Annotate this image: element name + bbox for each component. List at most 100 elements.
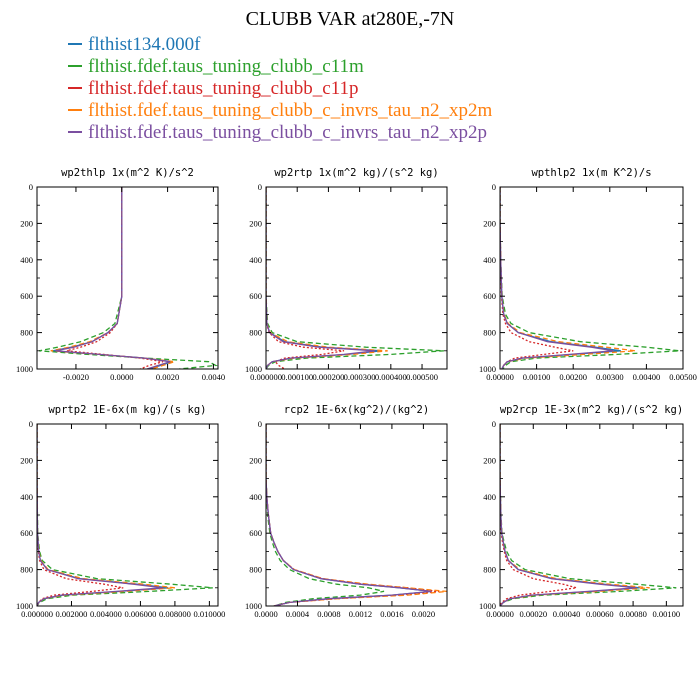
legend-entry: flthist.fdef.taus_tuning_clubb_c_invrs_t…: [68, 100, 492, 122]
y-tick-label: 600: [20, 291, 33, 301]
y-tick-label: 800: [249, 328, 262, 338]
y-tick-label: 1000: [245, 364, 262, 374]
series-line: [266, 424, 447, 606]
series-group: [266, 187, 444, 369]
y-tick-label: 800: [483, 328, 496, 338]
series-line: [500, 424, 677, 606]
legend-label: flthist134.000f: [88, 34, 201, 55]
y-tick-label: 600: [249, 528, 262, 538]
x-tick-label: 0.00400: [633, 372, 661, 382]
series-line: [39, 187, 218, 369]
x-tick-label: 0.000200: [312, 372, 344, 382]
legend-swatch: [68, 130, 82, 133]
x-tick-label: 0.006000: [124, 609, 156, 619]
y-tick-label: 600: [483, 528, 496, 538]
y-tick-label: 200: [20, 218, 33, 228]
series-line: [266, 424, 432, 606]
y-tick-label: 400: [20, 492, 33, 502]
y-tick-label: 400: [249, 492, 262, 502]
x-tick-label: 0.00300: [596, 372, 624, 382]
series-group: [266, 424, 447, 606]
panel-title: wprtp2 1E-6x(m kg)/(s kg): [48, 404, 206, 416]
series-line: [266, 187, 345, 369]
y-tick-label: 400: [483, 492, 496, 502]
series-line: [266, 424, 432, 606]
series-line: [37, 424, 163, 606]
series-line: [500, 187, 614, 369]
series-line: [500, 187, 680, 369]
legend-swatch: [68, 64, 82, 67]
plot-frame: [499, 423, 684, 607]
x-tick-label: 0.000000: [21, 609, 53, 619]
chart-panel: rcp2 1E-6x(kg^2)/(kg^2) 0 200 400 600 800 1000…: [245, 404, 448, 619]
plot-frame: [36, 423, 219, 607]
series-group: [39, 187, 218, 369]
y-tick-label: 0: [29, 182, 33, 192]
x-tick-label: 0.0004: [286, 609, 310, 619]
series-line: [266, 187, 376, 369]
x-tick-label: 0.0008: [317, 609, 340, 619]
series-line: [52, 187, 173, 369]
series-line: [50, 187, 175, 369]
legend-entry: flthist.fdef.taus_tuning_clubb_c11m: [68, 56, 364, 78]
series-line: [37, 424, 213, 606]
panel-title: rcp2 1E-6x(kg^2)/(kg^2): [284, 404, 429, 416]
x-tick-label: 0.004000: [90, 609, 122, 619]
x-tick-label: 0.00500: [669, 372, 697, 382]
y-tick-label: 1000: [479, 601, 496, 611]
x-tick-label: -0.0020: [63, 372, 89, 382]
legend-entry: flthist.fdef.taus_tuning_clubb_c_invrs_t…: [68, 122, 487, 144]
x-tick-label: 0.00100: [653, 609, 681, 619]
x-tick-label: 0.0000: [110, 372, 133, 382]
series-line: [66, 187, 164, 369]
x-tick-label: 0.0020: [156, 372, 179, 382]
x-tick-label: 0.0000: [254, 609, 277, 619]
x-tick-label: 0.00040: [553, 609, 581, 619]
x-tick-label: 0.00100: [523, 372, 551, 382]
series-line: [55, 187, 171, 369]
x-tick-label: 0.00060: [586, 609, 614, 619]
series-group: [37, 424, 213, 606]
x-tick-label: 0.002000: [56, 609, 88, 619]
y-tick-label: 0: [492, 182, 496, 192]
y-tick-label: 800: [483, 565, 496, 575]
y-tick-label: 200: [249, 218, 262, 228]
y-tick-label: 800: [249, 565, 262, 575]
y-tick-label: 600: [20, 528, 33, 538]
x-tick-label: 0.0040: [202, 372, 225, 382]
chart-panel: wp2thlp 1x(m^2 K)/s^2 0 200 400 600 800 1000 -0…: [16, 167, 225, 382]
x-tick-label: 0.0012: [349, 609, 372, 619]
x-tick-label: 0.000400: [375, 372, 407, 382]
x-tick-label: 0.00080: [619, 609, 647, 619]
chart-panel: wpthlp2 1x(m K^2)/s020040060080010000.00…: [479, 167, 697, 382]
legend-label: flthist.fdef.taus_tuning_clubb_c11p: [88, 78, 359, 99]
y-tick-label: 0: [29, 419, 33, 429]
series-group: [500, 187, 680, 369]
series-line: [266, 187, 444, 369]
series-line: [500, 424, 650, 606]
x-tick-label: 0.0020: [412, 609, 435, 619]
series-line: [37, 424, 175, 606]
y-tick-label: 400: [20, 255, 33, 265]
y-tick-label: 400: [249, 255, 262, 265]
figure-title: CLUBB VAR at280E,-7N: [245, 8, 455, 30]
legend-label: flthist.fdef.taus_tuning_clubb_c11m: [88, 56, 364, 77]
y-tick-label: 0: [492, 419, 496, 429]
x-tick-label: 0.000500: [406, 372, 438, 382]
y-tick-label: 200: [483, 455, 496, 465]
legend-swatch: [68, 86, 82, 89]
series-group: [500, 424, 677, 606]
plot-frame: [265, 186, 448, 370]
series-line: [266, 424, 440, 606]
y-tick-label: 1000: [245, 601, 262, 611]
x-tick-label: 0.00020: [519, 609, 547, 619]
y-tick-label: 1000: [479, 364, 496, 374]
y-tick-label: 200: [483, 218, 496, 228]
plot-frame: [36, 186, 219, 370]
panel-title: wp2thlp 1x(m^2 K)/s^2: [61, 167, 194, 179]
y-tick-label: 800: [20, 565, 33, 575]
x-tick-label: 0.00000: [486, 609, 514, 619]
x-tick-label: 0.0016: [380, 609, 403, 619]
legend-entry: flthist134.000f: [68, 34, 200, 56]
legend-label: flthist.fdef.taus_tuning_clubb_c_invrs_t…: [88, 100, 493, 121]
